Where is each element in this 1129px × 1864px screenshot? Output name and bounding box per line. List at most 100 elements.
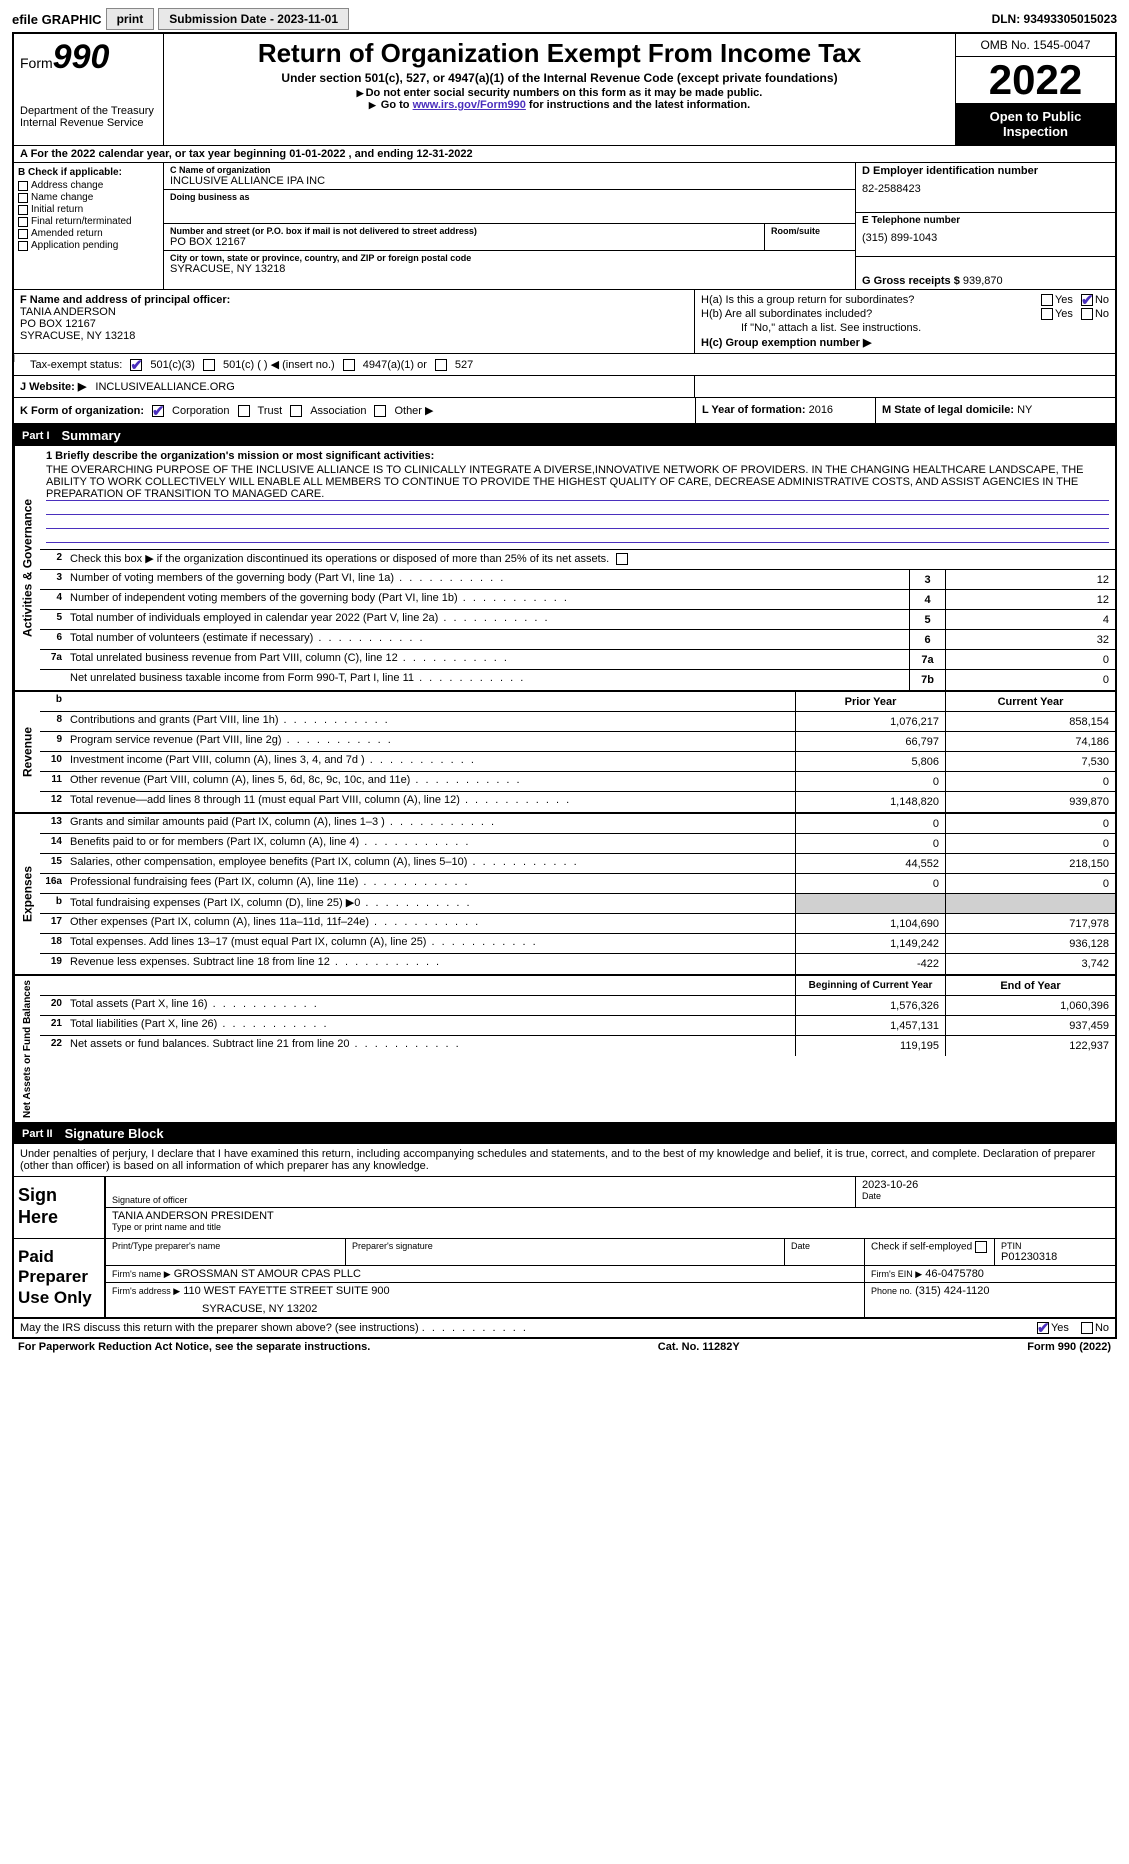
blank-line3: [46, 531, 1109, 543]
l-label: L Year of formation:: [702, 404, 806, 416]
form-header: Form990 Department of the Treasury Inter…: [14, 34, 1115, 146]
ha-no-checkbox[interactable]: [1081, 294, 1093, 306]
line-2: 2 Check this box ▶ if the organization d…: [40, 550, 1115, 570]
ha-yes-checkbox[interactable]: [1041, 294, 1053, 306]
street-label: Number and street (or P.O. box if mail i…: [170, 226, 758, 236]
irs-link[interactable]: www.irs.gov/Form990: [413, 99, 526, 111]
street-value: PO BOX 12167: [170, 236, 758, 248]
gross-value: 939,870: [963, 275, 1003, 287]
print-button[interactable]: print: [106, 8, 155, 30]
firm-addr-label: Firm's address ▶: [112, 1286, 180, 1296]
lbl-final-return: Final return/terminated: [31, 216, 132, 227]
hc-label: H(c) Group exemption number ▶: [701, 336, 1109, 349]
part1-header: Part I Summary: [14, 425, 1115, 446]
dept-label: Department of the Treasury Internal Reve…: [20, 105, 157, 129]
row-fh: F Name and address of principal officer:…: [14, 290, 1115, 354]
cb-527[interactable]: [435, 359, 447, 371]
officer-addr2: SYRACUSE, NY 13218: [20, 330, 688, 342]
lbl-app-pending: Application pending: [31, 240, 118, 251]
room-label: Room/suite: [771, 226, 849, 236]
line-17: 17Other expenses (Part IX, column (A), l…: [40, 914, 1115, 934]
lbl-initial-return: Initial return: [31, 204, 83, 215]
self-emp-label: Check if self-employed: [871, 1242, 972, 1253]
prep-date-label: Date: [791, 1241, 858, 1251]
hb-note: If "No," attach a list. See instructions…: [741, 322, 1109, 334]
submission-date-button[interactable]: Submission Date - 2023-11-01: [158, 8, 349, 30]
mission-block: 1 Briefly describe the organization's mi…: [40, 446, 1115, 550]
form-note1: Do not enter social security numbers on …: [172, 87, 947, 99]
row-a: A For the 2022 calendar year, or tax yea…: [14, 146, 1115, 163]
sig-officer-label: Signature of officer: [112, 1195, 849, 1205]
sign-here-block: Sign Here Signature of officer 2023-10-2…: [14, 1176, 1115, 1239]
part2-num: Part II: [22, 1128, 53, 1140]
firm-ein: 46-0475780: [925, 1268, 984, 1280]
footer-left: For Paperwork Reduction Act Notice, see …: [18, 1341, 370, 1353]
footer-right: Form 990 (2022): [1027, 1341, 1111, 1353]
line-7a: 7aTotal unrelated business revenue from …: [40, 650, 1115, 670]
dba-label: Doing business as: [170, 192, 849, 202]
goto-pre: Go to: [381, 99, 413, 111]
hdr-prior: Prior Year: [795, 692, 945, 711]
tel-label: E Telephone number: [862, 215, 1109, 226]
prep-name-label: Print/Type preparer's name: [112, 1241, 339, 1251]
line-5: 5Total number of individuals employed in…: [40, 610, 1115, 630]
cb-501c[interactable]: [203, 359, 215, 371]
col-b-header: B Check if applicable:: [18, 167, 159, 178]
row-j: J Website: ▶ INCLUSIVEALLIANCE.ORG: [14, 376, 1115, 398]
net-header-row: Beginning of Current Year End of Year: [40, 976, 1115, 996]
line-3: 3Number of voting members of the governi…: [40, 570, 1115, 590]
l1-label: 1 Briefly describe the organization's mi…: [46, 450, 1109, 462]
discuss-row: May the IRS discuss this return with the…: [14, 1318, 1115, 1337]
cb-trust[interactable]: [238, 405, 250, 417]
hdr-begin: Beginning of Current Year: [795, 976, 945, 995]
line-14: 14Benefits paid to or for members (Part …: [40, 834, 1115, 854]
m-label: M State of legal domicile:: [882, 404, 1014, 416]
tax-year: 2022: [956, 57, 1115, 103]
part2-title: Signature Block: [65, 1126, 164, 1141]
city-value: SYRACUSE, NY 13218: [170, 263, 849, 275]
goto-post: for instructions and the latest informat…: [526, 99, 750, 111]
l2-checkbox[interactable]: [616, 553, 628, 565]
part1-num: Part I: [22, 430, 50, 442]
line-6: 6Total number of volunteers (estimate if…: [40, 630, 1115, 650]
type-name-label: Type or print name and title: [112, 1222, 1109, 1232]
cb-assoc[interactable]: [290, 405, 302, 417]
hb-no-checkbox[interactable]: [1081, 308, 1093, 320]
firm-phone: (315) 424-1120: [915, 1285, 989, 1297]
cb-final-return[interactable]: [18, 217, 28, 227]
line-4: 4Number of independent voting members of…: [40, 590, 1115, 610]
part2-header: Part II Signature Block: [14, 1123, 1115, 1144]
header-right: OMB No. 1545-0047 2022 Open to Public In…: [955, 34, 1115, 145]
cb-corp[interactable]: [152, 405, 164, 417]
firm-ein-label: Firm's EIN ▶: [871, 1269, 922, 1279]
cb-other[interactable]: [374, 405, 386, 417]
lbl-501c: 501(c) ( ) ◀ (insert no.): [223, 358, 335, 371]
header-mid: Return of Organization Exempt From Incom…: [164, 34, 955, 145]
discuss-yes-checkbox[interactable]: [1037, 1322, 1049, 1334]
open-inspection-badge: Open to Public Inspection: [956, 103, 1115, 145]
discuss-no-checkbox[interactable]: [1081, 1322, 1093, 1334]
website-value: INCLUSIVEALLIANCE.ORG: [95, 381, 234, 393]
section-revenue: Revenue b Prior Year Current Year 8Contr…: [14, 692, 1115, 814]
hb-yes-checkbox[interactable]: [1041, 308, 1053, 320]
cb-name-change[interactable]: [18, 193, 28, 203]
form-page: efile GRAPHIC print Submission Date - 20…: [0, 0, 1129, 1363]
mission-text: THE OVERARCHING PURPOSE OF THE INCLUSIVE…: [46, 464, 1109, 501]
cb-address-change[interactable]: [18, 181, 28, 191]
f-label: F Name and address of principal officer:: [20, 294, 688, 306]
cb-4947[interactable]: [343, 359, 355, 371]
cb-self-employed[interactable]: [975, 1241, 987, 1253]
gross-label: G Gross receipts $: [862, 275, 960, 287]
blank-line1: [46, 503, 1109, 515]
k-label: K Form of organization:: [20, 405, 144, 417]
cb-501c3[interactable]: [130, 359, 142, 371]
ptin-value: P01230318: [1001, 1251, 1109, 1263]
cb-app-pending[interactable]: [18, 241, 28, 251]
hb-label: H(b) Are all subordinates included?: [701, 308, 1041, 320]
tel-value: (315) 899-1043: [862, 232, 1109, 244]
lbl-527: 527: [455, 359, 473, 371]
cb-amended[interactable]: [18, 229, 28, 239]
lbl-amended: Amended return: [31, 228, 103, 239]
line-11: 11Other revenue (Part VIII, column (A), …: [40, 772, 1115, 792]
cb-initial-return[interactable]: [18, 205, 28, 215]
